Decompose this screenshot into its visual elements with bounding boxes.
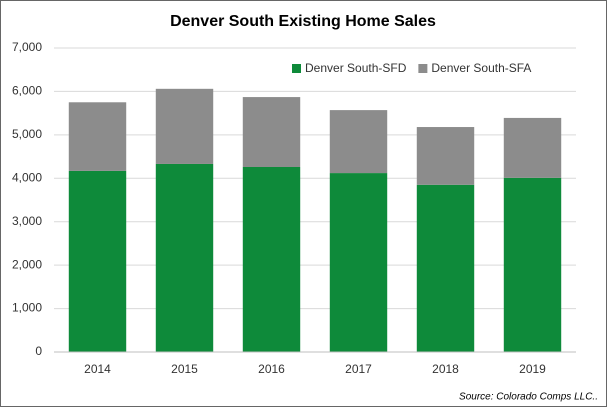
bar-segment [68,170,127,352]
y-tick-label: 6,000 [12,84,42,98]
chart-title: Denver South Existing Home Sales [170,13,436,30]
x-tick-label: 2014 [84,362,111,376]
legend-label: Denver South-SFD [305,61,407,75]
y-tick-label: 5,000 [12,127,42,141]
x-tick-label: 2019 [519,362,546,376]
bar-segment [503,177,562,352]
x-tick-label: 2017 [345,362,372,376]
bar-segment [503,117,562,178]
y-tick-label: 3,000 [12,214,42,228]
x-tick-label: 2018 [432,362,459,376]
legend-label: Denver South-SFA [431,61,531,75]
x-tick-label: 2016 [258,362,285,376]
bar-segment [242,166,301,352]
bar-segment [155,163,214,352]
bar-segment [155,88,214,164]
source-note: Source: Colorado Comps LLC.. [459,392,598,403]
y-tick-label: 7,000 [12,40,42,54]
bar-segment [329,110,388,174]
legend-swatch [418,64,428,73]
x-tick-label: 2015 [171,362,198,376]
y-tick-label: 0 [35,344,42,358]
y-tick-label: 2,000 [12,257,42,271]
bar-segment [416,184,475,352]
y-tick-label: 4,000 [12,170,42,184]
bar-segment [329,173,388,352]
bar-segment [416,127,475,185]
bar-segment [68,102,127,171]
legend-swatch [292,64,301,73]
y-tick-label: 1,000 [12,301,42,315]
bar-segment [242,97,301,167]
